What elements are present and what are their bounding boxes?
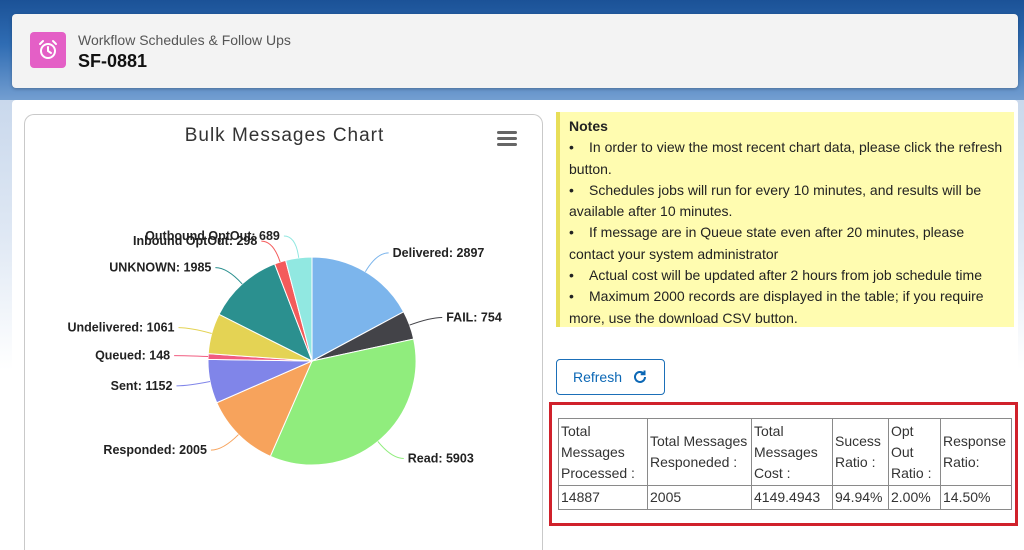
connector-line <box>409 316 443 326</box>
pie-chart: Delivered: 2897 FAIL: 754 Read: 5903 Respon… <box>67 229 502 466</box>
value-success-ratio: 94.94% <box>832 485 889 510</box>
connector-line <box>377 441 404 460</box>
note-item: • Maximum 2000 records are displayed in t… <box>569 288 984 326</box>
data-label: Outbound OptOut: 689 <box>145 229 280 243</box>
object-type-label: Workflow Schedules & Follow Ups <box>78 32 291 48</box>
alarm-clock-icon <box>30 32 66 68</box>
table-header-row: Total Messages Processed : Total Message… <box>558 418 1012 486</box>
data-label: Responded: 2005 <box>103 443 207 457</box>
chart-card: Delivered: 2897 FAIL: 754 Read: 5903 Respon… <box>24 114 543 550</box>
refresh-icon <box>634 370 647 383</box>
value-total-cost: 4149.4943 <box>751 485 833 510</box>
pie-slice-read[interactable] <box>269 338 417 466</box>
header-response-ratio: Response Ratio: <box>940 418 1012 486</box>
data-label: Undelivered: 1061 <box>67 321 174 335</box>
header-total-processed: Total Messages Processed : <box>558 418 648 486</box>
value-optout-ratio: 2.00% <box>888 485 941 510</box>
chart-title: Bulk Messages Chart <box>184 125 385 146</box>
note-item: • Schedules jobs will run for every 10 mi… <box>569 181 982 220</box>
data-label: Sent: 1152 <box>111 379 173 393</box>
connector-line <box>178 327 212 334</box>
data-label: UNKNOWN: 1985 <box>109 261 211 275</box>
pie-slice-delivered[interactable] <box>311 256 405 362</box>
notes-panel: Notes • In order to view the most recent … <box>556 112 1014 327</box>
value-total-processed: 14887 <box>558 485 648 510</box>
data-label: Queued: 148 <box>95 349 170 363</box>
connector-line <box>261 240 281 263</box>
connector-line <box>176 381 211 387</box>
hamburger-menu-icon[interactable] <box>497 131 517 147</box>
pie-slice-outbound-optout[interactable] <box>285 256 313 362</box>
value-total-responded: 2005 <box>647 485 752 510</box>
connector-line <box>364 252 389 272</box>
note-item: • Actual cost will be updated after 2 hou… <box>569 267 982 284</box>
header-total-cost: Total Messages Cost : <box>751 418 833 486</box>
data-label: Inbound OptOut: 298 <box>133 234 257 248</box>
table-row: 14887 2005 4149.4943 94.94% 2.00% 14.50% <box>558 485 1012 510</box>
connector-line <box>174 355 209 358</box>
record-title: SF-0881 <box>78 51 148 71</box>
note-item: • In order to view the most recent chart … <box>569 139 1003 177</box>
notes-list: • In order to view the most recent chart … <box>569 137 1008 329</box>
data-label: Read: 5903 <box>408 452 474 466</box>
record-header: Workflow Schedules & Follow Ups SF-0881 <box>12 14 1018 88</box>
connector-line <box>283 235 300 258</box>
refresh-button[interactable]: Refresh <box>556 359 665 395</box>
data-label: FAIL: 754 <box>446 310 502 324</box>
note-item: • If message are in Queue state even afte… <box>569 224 965 262</box>
header-total-responded: Total Messages Responeded : <box>647 418 752 486</box>
stats-table: Total Messages Processed : Total Message… <box>558 418 1012 510</box>
header-optout-ratio: Opt Out Ratio : <box>888 418 941 486</box>
data-label: Delivered: 2897 <box>393 246 485 260</box>
stats-summary: Total Messages Processed : Total Message… <box>549 402 1018 526</box>
notes-title: Notes <box>569 118 608 134</box>
value-response-ratio: 14.50% <box>940 485 1012 510</box>
connector-line <box>210 434 239 451</box>
connector-line <box>215 267 243 285</box>
pie-slice-unknown[interactable] <box>218 263 313 363</box>
refresh-label: Refresh <box>572 369 623 385</box>
header-success-ratio: Sucess Ratio : <box>832 418 889 486</box>
